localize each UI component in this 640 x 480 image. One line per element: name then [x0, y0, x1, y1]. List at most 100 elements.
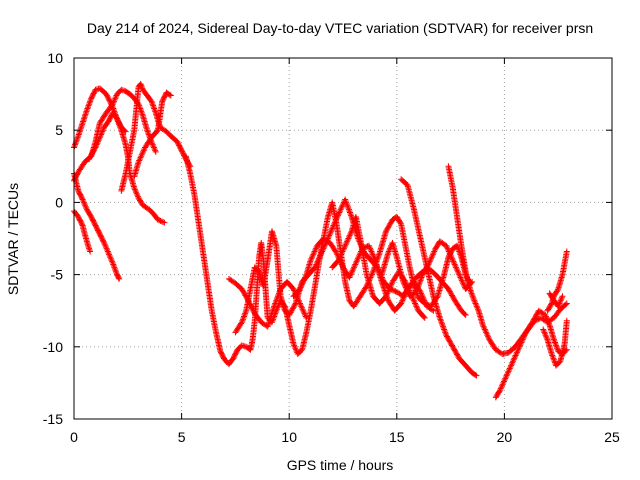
- data-point: [326, 231, 333, 238]
- data-point: [500, 378, 507, 385]
- data-point: [496, 388, 503, 395]
- data-point: [383, 228, 390, 235]
- data-point: [512, 352, 519, 359]
- data-point: [411, 299, 418, 306]
- data-point: [387, 283, 394, 290]
- data-point: [403, 286, 410, 293]
- data-point: [502, 374, 509, 381]
- series-s19: [546, 290, 566, 310]
- data-point: [513, 349, 520, 356]
- data-point: [344, 236, 351, 243]
- data-point: [482, 327, 489, 334]
- data-point: [443, 242, 450, 249]
- data-point: [101, 239, 108, 246]
- data-point: [137, 80, 144, 87]
- data-point: [365, 242, 372, 249]
- data-point: [334, 213, 341, 220]
- data-point: [497, 387, 504, 394]
- data-point: [238, 319, 245, 326]
- series-s7: [131, 89, 174, 180]
- x-tick-label: 10: [281, 429, 297, 445]
- data-point: [429, 306, 436, 313]
- data-point: [158, 218, 165, 225]
- data-point: [385, 248, 392, 255]
- data-point: [312, 245, 319, 252]
- data-point: [151, 105, 158, 112]
- data-point: [392, 288, 399, 295]
- data-point: [319, 247, 326, 254]
- data-point: [446, 288, 453, 295]
- data-point: [473, 303, 480, 310]
- data-point: [81, 200, 88, 207]
- data-point: [88, 150, 95, 157]
- data-point: [312, 262, 319, 269]
- data-point: [73, 137, 80, 144]
- data-point: [298, 347, 305, 354]
- data-point: [139, 85, 146, 92]
- data-point: [386, 247, 393, 254]
- data-point: [308, 255, 315, 262]
- data-point: [104, 248, 111, 255]
- data-point: [137, 154, 144, 161]
- data-point: [131, 186, 138, 193]
- series-s14: [398, 176, 480, 379]
- data-point: [87, 248, 94, 255]
- data-point: [336, 209, 343, 216]
- data-point: [400, 296, 407, 303]
- data-point: [166, 91, 173, 98]
- data-point: [516, 343, 523, 350]
- data-point: [453, 265, 460, 272]
- data-point: [87, 96, 94, 103]
- data-point: [298, 283, 305, 290]
- data-point: [450, 295, 457, 302]
- data-point: [456, 273, 463, 280]
- data-point: [112, 268, 119, 275]
- data-point: [460, 281, 467, 288]
- data-point: [341, 244, 348, 251]
- data-point: [550, 356, 557, 363]
- data-point: [419, 273, 426, 280]
- data-point: [107, 255, 114, 262]
- data-point: [310, 251, 317, 258]
- data-point: [355, 254, 362, 261]
- data-point: [428, 255, 435, 262]
- data-point: [438, 319, 445, 326]
- data-point: [533, 311, 540, 318]
- plot-frame: [73, 57, 613, 420]
- data-point: [111, 264, 118, 271]
- data-point: [446, 249, 453, 256]
- data-point: [416, 280, 423, 287]
- data-point: [241, 289, 248, 296]
- data-point: [134, 193, 141, 200]
- data-point: [309, 252, 316, 259]
- data-point: [459, 278, 466, 285]
- data-point: [299, 306, 306, 313]
- data-point: [481, 325, 488, 332]
- data-point: [384, 290, 391, 297]
- data-point: [397, 219, 404, 226]
- data-point: [474, 306, 481, 313]
- data-point: [384, 225, 391, 232]
- data-point: [349, 268, 356, 275]
- data-point: [369, 251, 376, 258]
- data-point: [474, 304, 481, 311]
- data-point: [418, 291, 425, 298]
- data-point: [422, 300, 429, 307]
- data-point: [540, 326, 547, 333]
- data-point: [116, 275, 123, 282]
- data-point: [352, 261, 359, 268]
- data-point: [300, 309, 307, 316]
- data-point: [454, 268, 461, 275]
- data-point: [109, 258, 116, 265]
- data-point: [511, 353, 518, 360]
- data-point: [102, 242, 109, 249]
- data-point: [385, 224, 392, 231]
- data-point: [92, 144, 99, 151]
- data-point: [421, 314, 428, 321]
- data-point: [501, 377, 508, 384]
- data-point: [345, 235, 352, 242]
- data-point: [241, 312, 248, 319]
- data-point: [249, 305, 256, 312]
- data-point: [336, 208, 343, 215]
- data-point: [344, 203, 351, 210]
